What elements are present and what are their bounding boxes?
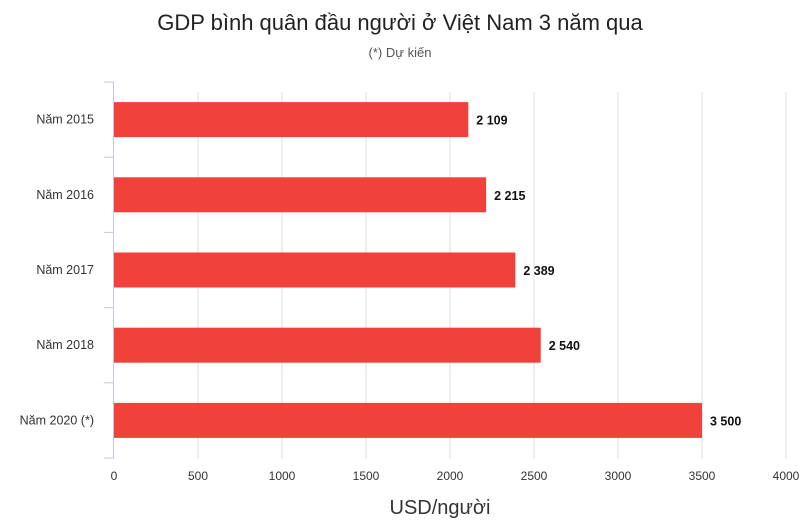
data-label: 2 215 [494,189,525,203]
x-axis-title: USD/người [390,497,491,519]
category-label: Năm 2018 [36,338,94,352]
bar [114,252,516,288]
x-tick-label: 3000 [605,469,632,483]
category-label: Năm 2020 (*) [20,413,94,427]
x-tick-label: 4000 [773,469,800,483]
chart-title: GDP bình quân đầu người ở Việt Nam 3 năm… [157,10,643,35]
category-label: Năm 2015 [36,113,94,127]
category-label: Năm 2017 [36,263,94,277]
category-label: Năm 2016 [36,188,94,202]
data-label: 2 389 [523,264,554,278]
x-tick-label: 3500 [689,469,716,483]
x-tick-label: 2000 [437,469,464,483]
x-tick-label: 1500 [353,469,380,483]
x-tick-label: 500 [188,469,208,483]
data-label: 3 500 [710,414,741,428]
bar [114,177,487,213]
data-label: 2 109 [476,114,507,128]
x-tick-label: 2500 [521,469,548,483]
chart-subtitle: (*) Dự kiến [368,45,432,60]
data-label: 2 540 [549,339,580,353]
bars-layer [114,102,702,438]
bar [114,102,469,138]
x-tick-label: 0 [111,469,118,483]
x-tick-label: 1000 [269,469,296,483]
labels-layer: 0 500 1000 1500 2000 2500 3000 3500 4000 Năm 2015… [20,113,800,483]
bar [114,327,541,363]
bar [114,402,702,438]
